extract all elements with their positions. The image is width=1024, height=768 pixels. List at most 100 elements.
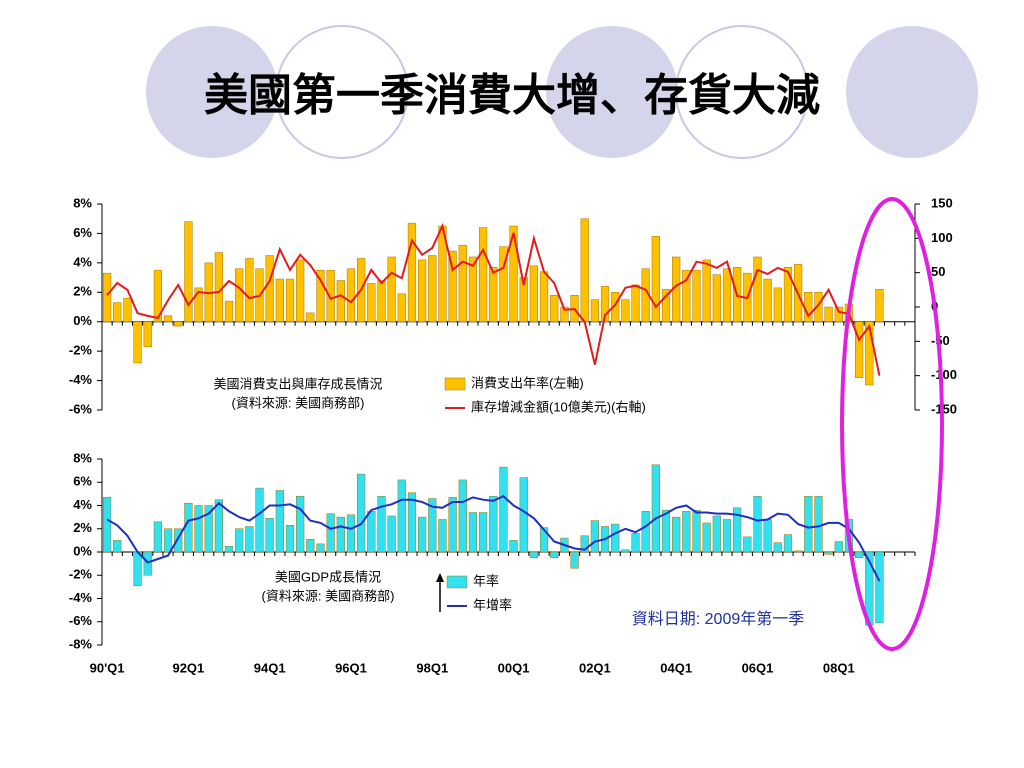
bar bbox=[397, 293, 406, 322]
bar bbox=[783, 267, 793, 322]
y-tick-label: -6% bbox=[69, 613, 93, 628]
bar bbox=[275, 278, 284, 322]
bar bbox=[113, 540, 122, 553]
bar bbox=[468, 512, 478, 553]
bar bbox=[580, 218, 589, 322]
x-tick-label: 02Q1 bbox=[579, 660, 611, 675]
bar bbox=[854, 321, 864, 378]
bar bbox=[529, 265, 539, 322]
bar bbox=[722, 519, 732, 553]
charts: 8%6%4%2%0%-2%-4%-6%150100500-50-100-150美… bbox=[69, 195, 957, 675]
x-tick-label: 98Q1 bbox=[416, 660, 448, 675]
deco-circle bbox=[675, 25, 809, 159]
y2-tick-label: 100 bbox=[931, 230, 953, 245]
bar bbox=[428, 255, 437, 322]
annotation: (資料來源: 美國商務部) bbox=[262, 588, 395, 603]
bar bbox=[326, 513, 335, 553]
x-tick-label: 04Q1 bbox=[660, 660, 692, 675]
bar bbox=[631, 284, 640, 322]
bar bbox=[204, 505, 213, 553]
deco-circle bbox=[546, 26, 678, 158]
bar bbox=[702, 259, 711, 322]
bar bbox=[499, 466, 508, 553]
bar bbox=[651, 464, 660, 553]
bar bbox=[804, 495, 813, 553]
bar bbox=[163, 315, 173, 322]
bar bbox=[224, 545, 234, 553]
bar bbox=[163, 528, 173, 553]
bar bbox=[682, 269, 691, 322]
y2-tick-label: 150 bbox=[931, 195, 953, 210]
bar bbox=[316, 543, 325, 553]
bar bbox=[102, 497, 112, 553]
bar bbox=[275, 490, 284, 553]
bar bbox=[102, 272, 112, 322]
bar bbox=[478, 512, 488, 553]
bar bbox=[367, 511, 376, 553]
y-tick-label: -4% bbox=[69, 590, 93, 605]
legend-swatch bbox=[444, 377, 466, 391]
bar bbox=[661, 289, 671, 322]
x-tick-label: 00Q1 bbox=[498, 660, 530, 675]
y-tick-label: -2% bbox=[69, 567, 93, 582]
y-tick-label: 2% bbox=[73, 284, 92, 299]
line bbox=[106, 222, 881, 376]
bar bbox=[153, 269, 163, 322]
bar bbox=[377, 495, 386, 553]
bar bbox=[265, 255, 274, 322]
y-tick-label: 0% bbox=[73, 543, 92, 558]
date-note: 資料日期: 2009年第一季 bbox=[632, 610, 805, 628]
bar bbox=[743, 536, 752, 553]
bar bbox=[235, 528, 244, 553]
bar bbox=[814, 495, 823, 553]
deco-circle bbox=[146, 26, 278, 158]
bar bbox=[143, 551, 152, 576]
bar bbox=[367, 283, 376, 322]
bar bbox=[794, 550, 803, 553]
y-tick-label: -8% bbox=[69, 636, 93, 651]
bar bbox=[824, 306, 833, 322]
bar bbox=[834, 541, 843, 553]
bar bbox=[428, 498, 437, 553]
x-tick-label: 08Q1 bbox=[823, 660, 855, 675]
y-tick-label: -2% bbox=[69, 343, 93, 358]
bar bbox=[763, 278, 772, 322]
bar bbox=[113, 302, 122, 322]
bar bbox=[174, 528, 183, 553]
bar bbox=[123, 297, 132, 322]
bar bbox=[875, 289, 884, 322]
y2-tick-label: 50 bbox=[931, 264, 945, 279]
bar bbox=[346, 514, 356, 553]
bar bbox=[478, 227, 488, 322]
bar bbox=[824, 551, 833, 555]
x-tick-label: 06Q1 bbox=[742, 660, 774, 675]
bar bbox=[194, 287, 203, 322]
bar bbox=[519, 477, 528, 553]
bar bbox=[580, 535, 589, 553]
bar bbox=[143, 321, 152, 347]
bar bbox=[245, 258, 254, 322]
bar bbox=[174, 321, 183, 327]
bar bbox=[661, 509, 671, 553]
bar bbox=[570, 551, 579, 569]
bar bbox=[621, 549, 630, 553]
x-tick-label: 90'Q1 bbox=[90, 660, 125, 675]
bar bbox=[489, 495, 498, 553]
annotation: 美國消費支出與庫存成長情況 bbox=[213, 376, 382, 391]
legend-label: 消費支出年率(左軸) bbox=[471, 375, 584, 390]
bar bbox=[712, 274, 721, 322]
legend-arrow-head bbox=[436, 573, 444, 582]
bar bbox=[651, 236, 660, 322]
bar bbox=[509, 540, 518, 553]
bar bbox=[529, 551, 539, 559]
bar bbox=[326, 269, 335, 322]
bar bbox=[214, 499, 223, 553]
bar bbox=[306, 538, 315, 553]
bar bbox=[418, 259, 427, 322]
bar bbox=[621, 299, 630, 322]
bar bbox=[590, 520, 599, 553]
bar bbox=[834, 306, 843, 322]
bar bbox=[214, 252, 223, 322]
